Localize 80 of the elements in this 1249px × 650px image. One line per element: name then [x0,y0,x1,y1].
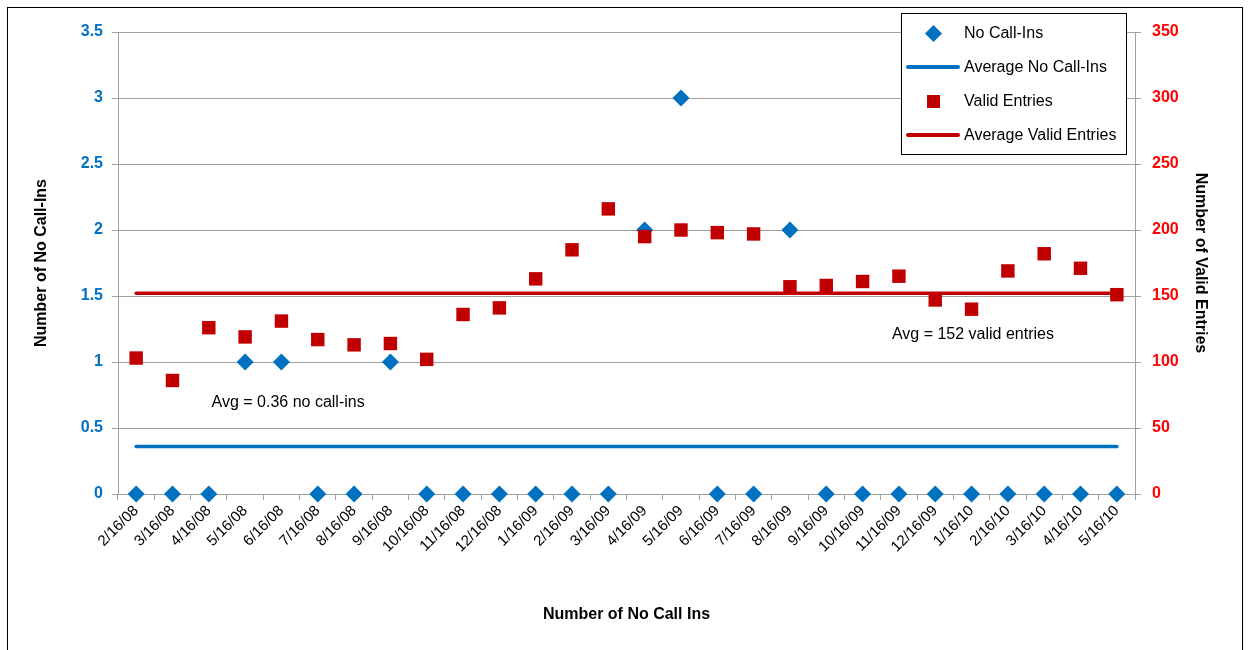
point [563,485,581,503]
y2-tick-label: 0 [1152,484,1161,502]
point [928,293,942,307]
point [1001,264,1015,278]
y-tick-label: 0.5 [80,418,104,436]
point [200,485,218,503]
point [420,352,434,367]
point [528,272,543,286]
point [1110,287,1124,302]
point [381,353,399,371]
y2-tick-label: 250 [1152,154,1179,172]
legend-label: Average No Call-Ins [964,58,1107,76]
point [129,351,143,365]
y2-tick-label: 50 [1152,418,1170,436]
point [708,485,726,503]
point [783,280,797,294]
legend-label: No Call-Ins [964,24,1044,42]
point [345,485,363,503]
point [456,307,470,322]
point [781,221,799,239]
y-tick-label: 2 [94,220,104,238]
point [999,485,1017,503]
y2-axis-title: Number of Valid Entries [1192,172,1210,354]
y2-tick-label: 150 [1152,286,1179,304]
point [127,485,145,503]
point [1035,485,1053,503]
point [309,485,327,503]
y-tick-label: 1.5 [80,286,104,304]
point [855,274,870,289]
point [892,269,906,283]
y2-tick-label: 350 [1152,22,1179,40]
point [1073,261,1088,275]
point [272,353,290,371]
point [854,485,872,503]
point [746,227,761,241]
point [745,485,763,503]
point [311,332,325,347]
y-tick-label: 1 [94,352,104,370]
y-tick-label: 2.5 [80,154,104,172]
point [890,485,908,503]
point [527,485,545,503]
point [165,373,180,388]
point [202,320,216,335]
point [1037,247,1051,261]
point [490,485,508,503]
y2-tick-label: 100 [1152,352,1179,370]
point [601,202,616,216]
point [672,89,690,107]
point [710,225,725,240]
point [637,229,652,244]
point [926,485,944,503]
point [963,485,981,503]
point [819,278,833,293]
legend-label: Average Valid Entries [964,126,1117,144]
point [599,485,617,503]
point [454,485,472,503]
point [492,301,507,315]
point [1108,485,1126,503]
point [565,243,579,257]
point [236,353,254,371]
y2-tick-label: 300 [1152,88,1179,106]
y-axis-title: Number of No Call-Ins [32,178,50,348]
point [674,223,688,237]
y2-tick-label: 200 [1152,220,1179,238]
point [238,330,252,344]
point [274,314,289,328]
y-tick-label: 3 [94,88,104,106]
annotation: Avg = 0.36 no call-ins [211,393,365,411]
point [1072,485,1090,503]
point [347,338,361,352]
point [817,485,835,503]
point [383,336,398,351]
point [418,485,436,503]
legend-label: Valid Entries [964,92,1053,110]
point [964,302,979,316]
point [163,485,181,503]
annotation: Avg = 152 valid entries [891,325,1054,343]
x-axis-title: Number of No Call Ins [542,604,711,622]
y-tick-label: 0 [94,484,104,502]
y-tick-label: 3.5 [80,22,104,40]
